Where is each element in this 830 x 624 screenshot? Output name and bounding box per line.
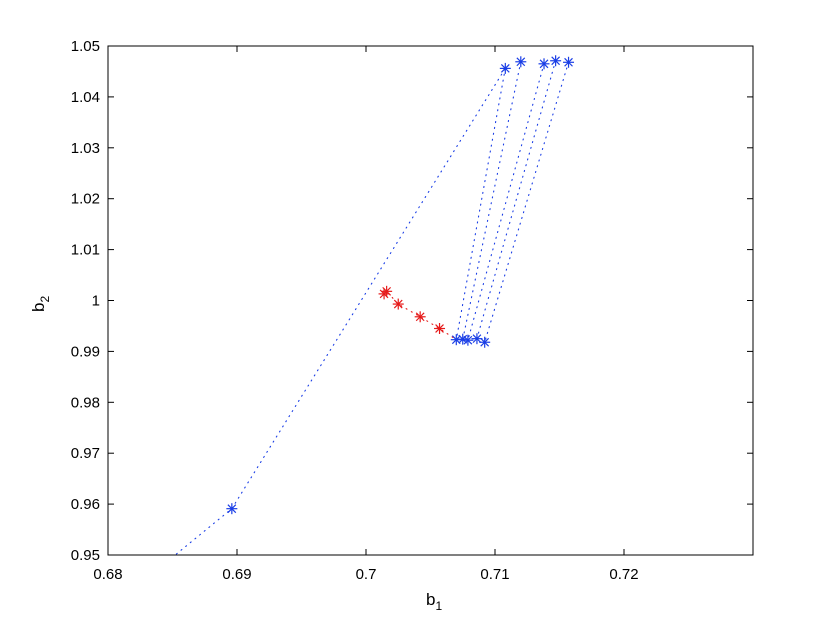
data-point-asterisk: [434, 322, 446, 334]
data-point-asterisk: [479, 336, 491, 348]
y-tick-label: 1.02: [71, 191, 100, 208]
y-axis-label-main: b: [29, 303, 48, 312]
y-tick-label: 1.05: [71, 38, 100, 55]
trajectory-line: [467, 63, 545, 341]
y-tick-label: 0.96: [71, 496, 100, 513]
trajectory-line: [455, 67, 506, 341]
tick-layer: 0.68 0.69 0.7 0.71 0.72 0.95 0.96 0.97 0.98 0.99 1…: [71, 38, 753, 583]
x-tick-label: 0.68: [93, 566, 122, 583]
plot-background: [108, 46, 753, 555]
data-point-asterisk: [550, 55, 562, 67]
y-tick-label: 0.95: [71, 547, 100, 564]
data-point-asterisk: [381, 285, 393, 297]
x-tick-label: 0.7: [356, 566, 377, 583]
data-point-asterisk: [414, 311, 426, 323]
x-axis-label-subscript: 1: [435, 599, 442, 613]
y-axis-label: b2: [29, 296, 52, 312]
x-tick-label: 0.69: [222, 566, 251, 583]
data-point-asterisk: [563, 56, 575, 68]
x-tick-label: 0.72: [609, 566, 638, 583]
data-point-asterisk: [515, 56, 527, 68]
trajectory-line: [484, 61, 570, 343]
y-axis-label-subscript: 2: [38, 296, 52, 303]
x-tick-label: 0.71: [480, 566, 509, 583]
trajectory-line: [383, 290, 457, 341]
y-tick-label: 1.04: [71, 89, 100, 106]
marker-layer: [226, 55, 575, 515]
y-tick-label: 1: [92, 293, 100, 310]
data-point-asterisk: [457, 333, 469, 345]
y-tick-label: 1.01: [71, 242, 100, 259]
data-point-asterisk: [499, 62, 511, 74]
data-point-asterisk: [538, 58, 550, 70]
data-point-asterisk: [226, 503, 238, 515]
data-point-asterisk: [450, 334, 462, 346]
y-tick-label: 1.03: [71, 140, 100, 157]
x-axis-label-main: b: [426, 590, 435, 609]
y-tick-label: 0.98: [71, 394, 100, 411]
y-tick-label: 0.99: [71, 343, 100, 360]
data-point-asterisk: [392, 298, 404, 310]
x-axis-label: b1: [426, 590, 442, 613]
y-tick-label: 0.97: [71, 445, 100, 462]
data-point-asterisk: [462, 334, 474, 346]
trajectory-line: [476, 60, 557, 340]
